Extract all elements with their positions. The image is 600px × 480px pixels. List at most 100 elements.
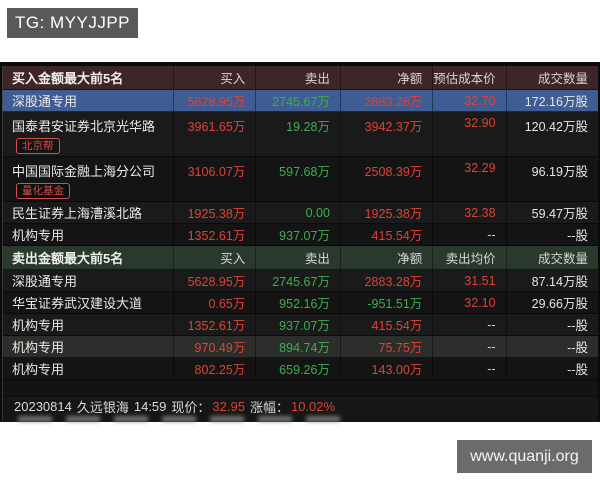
seat-name: 民生证券上海漕溪北路 — [12, 206, 143, 221]
net-amount: 3942.37万 — [339, 112, 432, 156]
seat-name: 中国国际金融上海分公司 量化基金 — [12, 164, 156, 199]
price: -- — [432, 224, 505, 245]
net-amount: -951.51万 — [339, 292, 432, 313]
tg-badge: TG: MYYJJPP — [7, 8, 138, 38]
col-sell: 卖出 — [255, 66, 340, 89]
net-amount: 143.00万 — [339, 358, 432, 379]
table-row[interactable]: 机构专用 802.25万 659.26万 143.00万 -- --股 — [2, 358, 598, 380]
sell-amount: 659.26万 — [255, 358, 340, 379]
price: 32.10 — [432, 292, 505, 313]
volume: 172.16万股 — [505, 90, 598, 111]
seat-name: 机构专用 — [12, 318, 65, 333]
seat-tag: 量化基金 — [16, 183, 70, 199]
net-amount: 415.54万 — [339, 224, 432, 245]
volume: --股 — [505, 314, 598, 335]
seat-name: 深股通专用 — [12, 94, 78, 109]
sell-amount: 937.07万 — [255, 224, 340, 245]
close-time: 14:59 — [133, 398, 167, 414]
buy-amount: 5628.95万 — [173, 90, 255, 111]
sell-section: 卖出金额最大前5名 买入 卖出 净额 卖出均价 成交数量 深股通专用 5628.9… — [2, 246, 598, 380]
price: 32.38 — [432, 202, 505, 223]
volume: 29.66万股 — [505, 292, 598, 313]
seat-name: 深股通专用 — [12, 274, 78, 289]
buy-amount: 3961.65万 — [173, 112, 255, 156]
col-volume: 成交数量 — [505, 66, 598, 89]
seat-name: 国泰君安证券北京光华路 北京帮 — [12, 119, 156, 154]
net-amount: 2883.28万 — [339, 90, 432, 111]
buy-amount: 5628.95万 — [173, 270, 255, 291]
col-buy: 买入 — [173, 246, 255, 269]
sell-amount: 0.00 — [255, 202, 340, 223]
seat-name: 华宝证券武汉建设大道 — [12, 296, 143, 311]
net-amount: 75.75万 — [339, 336, 432, 357]
sell-amount: 597.68万 — [255, 157, 340, 201]
price-label: 现价： — [171, 399, 211, 415]
volume: --股 — [505, 336, 598, 357]
table-row[interactable]: 深股通专用 5628.95万 2745.67万 2883.28万 32.70 172.16… — [2, 90, 598, 112]
price: -- — [432, 336, 505, 357]
sell-amount: 19.28万 — [255, 112, 340, 156]
change-label: 涨幅： — [249, 399, 289, 415]
dragon-tiger-board: 买入金额最大前5名 买入 卖出 净额 预估成本价 成交数量 深股通专用 5628.… — [0, 62, 600, 422]
table-row[interactable]: 华宝证券武汉建设大道 0.65万 952.16万 -951.51万 32.10 29.66… — [2, 292, 598, 314]
table-row[interactable]: 深股通专用 5628.95万 2745.67万 2883.28万 31.51 87.14万… — [2, 270, 598, 292]
volume: --股 — [505, 358, 598, 379]
col-net: 净额 — [339, 246, 432, 269]
price: 32.29 — [432, 157, 505, 201]
sell-amount: 952.16万 — [255, 292, 340, 313]
buy-header-row: 买入金额最大前5名 买入 卖出 净额 预估成本价 成交数量 — [2, 66, 598, 90]
blurred-strip — [2, 415, 598, 423]
volume: 120.42万股 — [505, 112, 598, 156]
price: 32.90 — [432, 112, 505, 156]
price: 32.70 — [432, 90, 505, 111]
section-spacer — [2, 380, 598, 397]
seat-tag: 北京帮 — [16, 138, 60, 154]
table-row[interactable]: 机构专用 1352.61万 937.07万 415.54万 -- --股 — [2, 314, 598, 336]
current-price: 32.95 — [212, 398, 245, 414]
stock-name: 久远银海 — [76, 399, 129, 415]
net-amount: 2508.39万 — [339, 157, 432, 201]
change-percent: 10.02% — [290, 398, 336, 414]
buy-section: 买入金额最大前5名 买入 卖出 净额 预估成本价 成交数量 深股通专用 5628.… — [2, 66, 598, 246]
status-bar: 20230814 久远银海 14:59 现价： 32.95 涨幅： 10.02% — [2, 397, 598, 415]
buy-amount: 802.25万 — [173, 358, 255, 379]
buy-amount: 1352.61万 — [173, 314, 255, 335]
col-sell: 卖出 — [255, 246, 340, 269]
sell-amount: 937.07万 — [255, 314, 340, 335]
net-amount: 2883.28万 — [339, 270, 432, 291]
buy-section-title: 买入金额最大前5名 — [12, 71, 124, 86]
price: -- — [432, 358, 505, 379]
table-row[interactable]: 民生证券上海漕溪北路 1925.38万 0.00 1925.38万 32.38 59.47… — [2, 202, 598, 224]
table-row[interactable]: 机构专用 970.49万 894.74万 75.75万 -- --股 — [2, 336, 598, 358]
net-amount: 415.54万 — [339, 314, 432, 335]
col-net: 净额 — [339, 66, 432, 89]
sell-amount: 894.74万 — [255, 336, 340, 357]
seat-name: 机构专用 — [12, 228, 65, 243]
table-row[interactable]: 机构专用 1352.61万 937.07万 415.54万 -- --股 — [2, 224, 598, 246]
buy-amount: 1925.38万 — [173, 202, 255, 223]
sell-header-row: 卖出金额最大前5名 买入 卖出 净额 卖出均价 成交数量 — [2, 246, 598, 270]
buy-amount: 3106.07万 — [173, 157, 255, 201]
sell-amount: 2745.67万 — [255, 90, 340, 111]
buy-amount: 0.65万 — [173, 292, 255, 313]
col-est-cost: 预估成本价 — [432, 66, 505, 89]
watermark: www.quanji.org — [457, 440, 592, 473]
col-buy: 买入 — [173, 66, 255, 89]
price: 31.51 — [432, 270, 505, 291]
buy-rows: 深股通专用 5628.95万 2745.67万 2883.28万 32.70 172.16… — [2, 90, 598, 246]
table-row[interactable]: 中国国际金融上海分公司 量化基金 3106.07万 597.68万 2508.39万 32… — [2, 157, 598, 202]
volume: 87.14万股 — [505, 270, 598, 291]
sell-amount: 2745.67万 — [255, 270, 340, 291]
volume: --股 — [505, 224, 598, 245]
price: -- — [432, 314, 505, 335]
table-row[interactable]: 国泰君安证券北京光华路 北京帮 3961.65万 19.28万 3942.37万 32.9… — [2, 112, 598, 157]
trade-date: 20230814 — [14, 398, 72, 414]
col-volume: 成交数量 — [505, 246, 598, 269]
buy-amount: 1352.61万 — [173, 224, 255, 245]
sell-rows: 深股通专用 5628.95万 2745.67万 2883.28万 31.51 87.14万… — [2, 270, 598, 380]
seat-name: 机构专用 — [12, 340, 65, 355]
buy-amount: 970.49万 — [173, 336, 255, 357]
net-amount: 1925.38万 — [339, 202, 432, 223]
volume: 59.47万股 — [505, 202, 598, 223]
seat-name: 机构专用 — [12, 362, 65, 377]
